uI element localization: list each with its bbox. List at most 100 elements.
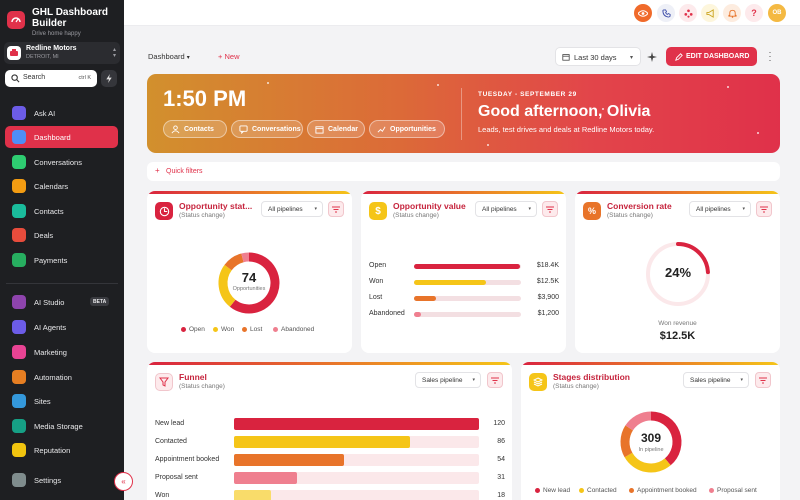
account-switcher[interactable]: Redline Motors DETROIT, MI ▴ ▾ [4,42,120,64]
phone-button[interactable] [657,4,675,22]
sidebar-item-deals[interactable]: Deals [5,224,118,246]
sidebar-item-label: Deals [34,230,54,240]
sidebar-item-label: Calendars [34,181,69,191]
hero-chip-label: Contacts [184,125,214,133]
sidebar-divider [6,283,118,284]
filter-lines-icon [760,206,768,212]
bar-lost [414,296,437,301]
funnel-bar-track [234,472,479,484]
bar-open [414,264,520,269]
search-label: Search [23,74,46,81]
pipeline-select[interactable]: All pipelines ▾ [475,201,537,217]
sidebar-item-dashboard[interactable]: Dashboard [5,126,118,148]
stages-slice-new-lead [650,411,682,466]
bar-track [414,280,521,285]
plus-icon: + [218,52,223,61]
more-options-icon[interactable]: · · · [768,47,772,65]
donut-center-label: In pipeline [638,447,664,453]
sidebar-item-ai-agents[interactable]: AI Agents [5,316,118,338]
help-button[interactable]: ? [745,4,763,22]
legend-item: Won [213,326,234,333]
announcements-button[interactable] [701,4,719,22]
sidebar-item-payments[interactable]: Payments [5,249,118,271]
pipeline-select[interactable]: Sales pipeline ▾ [683,372,749,388]
stages-slice-appointment-booked [620,425,634,458]
filter-button[interactable] [487,372,503,388]
chat-icon [12,155,26,169]
funnel-bar-track [234,436,479,448]
ai-studio-icon [12,295,26,309]
hero-chip-opportunities[interactable]: Opportunities [369,120,445,138]
layers-icon [529,373,547,391]
calendar-icon [12,179,26,193]
top-bar: ? OB [124,0,800,26]
hero-banner: 1:50 PM Contacts Conversations Calendar … [147,74,780,153]
chevron-down-icon: ▾ [629,55,633,61]
card-accent-bar [147,362,512,365]
sidebar-item-label: Contacts [34,206,64,216]
funnel-bar-appointment-booked [234,454,345,466]
filter-lines-icon [332,206,340,212]
bar-track [414,264,521,269]
sidebar-item-ai-studio[interactable]: AI Studio BETA [5,291,118,313]
avatar[interactable]: OB [768,4,786,22]
hero-chip-calendar[interactable]: Calendar [307,120,365,138]
sidebar-item-marketing[interactable]: Marketing [5,341,118,363]
pipeline-select[interactable]: Sales pipeline ▾ [415,372,481,388]
eye-icon [638,9,648,17]
legend-label: New lead [543,487,571,494]
sidebar-item-calendars[interactable]: Calendars [5,175,118,197]
dashboard-selector[interactable]: Dashboard ▾ [148,52,190,61]
pipeline-select[interactable]: All pipelines ▾ [261,201,323,217]
sidebar-item-label: Media Storage [34,421,83,431]
card-subtitle: (Status change) [179,212,225,219]
date-range-select[interactable]: Last 30 days ▾ [555,47,641,66]
sidebar-item-settings[interactable]: Settings [5,469,118,491]
sidebar-item-media-storage[interactable]: Media Storage [5,415,118,437]
bar-abandoned [414,312,421,317]
brand-title: GHL Dashboard Builder [32,7,108,29]
new-dashboard-button[interactable]: + New [218,52,240,61]
pencil-icon [675,52,683,61]
filter-button[interactable] [756,201,772,217]
sidebar-item-ask-ai[interactable]: Ask AI [5,102,118,124]
magic-button[interactable] [645,50,659,64]
collapse-sidebar-button[interactable]: « [114,472,133,491]
edit-dashboard-button[interactable]: EDIT DASHBOARD [666,47,757,66]
notifications-button[interactable] [723,4,741,22]
eye-button[interactable] [634,4,652,22]
sparkle-decoration [487,144,489,146]
opportunity-status-slice-lost [224,253,244,271]
account-location: DETROIT, MI [26,54,59,60]
filter-button[interactable] [542,201,558,217]
pipeline-select[interactable]: All pipelines ▾ [689,201,751,217]
hero-greeting: Good afternoon, Olivia [478,103,651,120]
brand[interactable]: GHL Dashboard Builder Drive home happy [7,7,119,39]
hero-chip-conversations[interactable]: Conversations [231,120,303,138]
apps-button[interactable] [679,4,697,22]
sidebar-item-conversations[interactable]: Conversations [5,151,118,173]
edit-dashboard-label: EDIT DASHBOARD [686,52,750,60]
hero-chip-contacts[interactable]: Contacts [163,120,227,138]
filter-lines-icon [759,377,767,383]
quick-filters-button[interactable]: + Quick filters [147,162,780,181]
sidebar-item-automation[interactable]: Automation [5,366,118,388]
sidebar-item-sites[interactable]: Sites [5,390,118,412]
filter-button[interactable] [755,372,771,388]
sidebar-item-reputation[interactable]: Reputation [5,439,118,461]
funnel-card: Funnel (Status change) Sales pipeline ▾ … [147,362,512,500]
funnel-stage-label: Won [155,492,170,499]
sidebar-item-label: AI Agents [34,322,67,332]
card-accent-bar [147,191,352,194]
funnel-value: 120 [493,420,505,427]
sparkle-decoration [267,82,269,84]
conversion-rate-value: 24% [664,265,692,280]
funnel-stage-label: Proposal sent [155,474,198,481]
chevron-down-icon: ▾ [742,206,745,212]
filter-button[interactable] [328,201,344,217]
filter-lines-icon [546,206,554,212]
search-input[interactable]: Search ctrl K [5,70,97,87]
sidebar-item-contacts[interactable]: Contacts [5,200,118,222]
quick-action-button[interactable] [101,70,117,87]
new-dashboard-label: New [224,52,240,61]
